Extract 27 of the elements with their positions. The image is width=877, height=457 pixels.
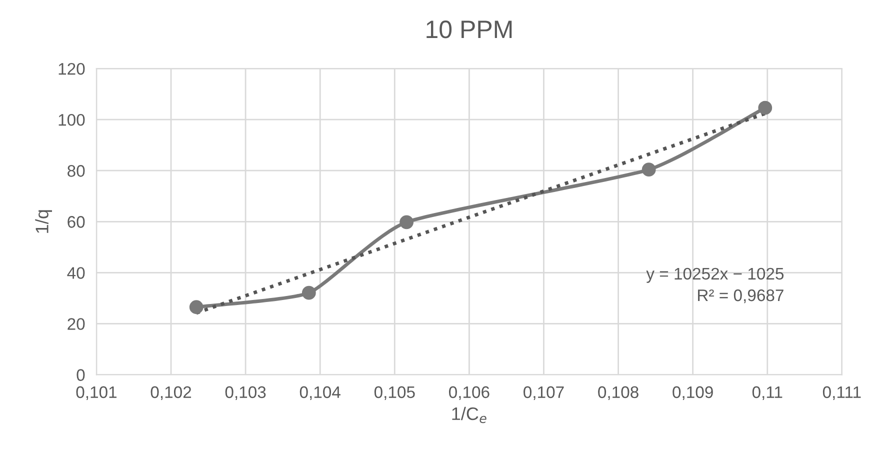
x-tick-label: 0,101 xyxy=(76,386,117,400)
y-tick-label: 20 xyxy=(68,318,85,330)
point xyxy=(400,215,414,230)
point xyxy=(189,300,204,314)
point xyxy=(758,100,772,115)
y-tick-label: 120 xyxy=(58,62,85,75)
x-tick-label: 0,109 xyxy=(672,386,713,400)
x-tick-label: 0,106 xyxy=(448,386,490,400)
y-axis-title: 1/q xyxy=(35,210,52,233)
y-tick-label: 60 xyxy=(68,216,85,228)
y-tick-label: 100 xyxy=(58,114,85,126)
x-tick-label: 0,103 xyxy=(225,386,266,400)
x-tick-label: 0,11 xyxy=(752,386,782,400)
annotation: y = 10252x − 1025 R² = 0,9687 xyxy=(646,268,784,304)
x-tick-label: 0,108 xyxy=(598,386,638,400)
x-axis-title: 1/C$_{e}$ xyxy=(452,406,486,424)
y-tick-label: 80 xyxy=(68,165,85,177)
point xyxy=(642,162,656,177)
x-tick-label: 0,102 xyxy=(150,386,192,400)
x-tick-label: 0,111 xyxy=(822,386,861,400)
y-tick-label: 40 xyxy=(67,267,85,279)
x-tick-label: 0,107 xyxy=(524,386,564,400)
x-tick-label: 0,104 xyxy=(300,386,340,400)
y-tick-label: 0 xyxy=(76,369,85,381)
chart-title: 10 PPM xyxy=(426,20,512,38)
point xyxy=(302,286,316,300)
x-tick-label: 0,105 xyxy=(374,386,415,400)
